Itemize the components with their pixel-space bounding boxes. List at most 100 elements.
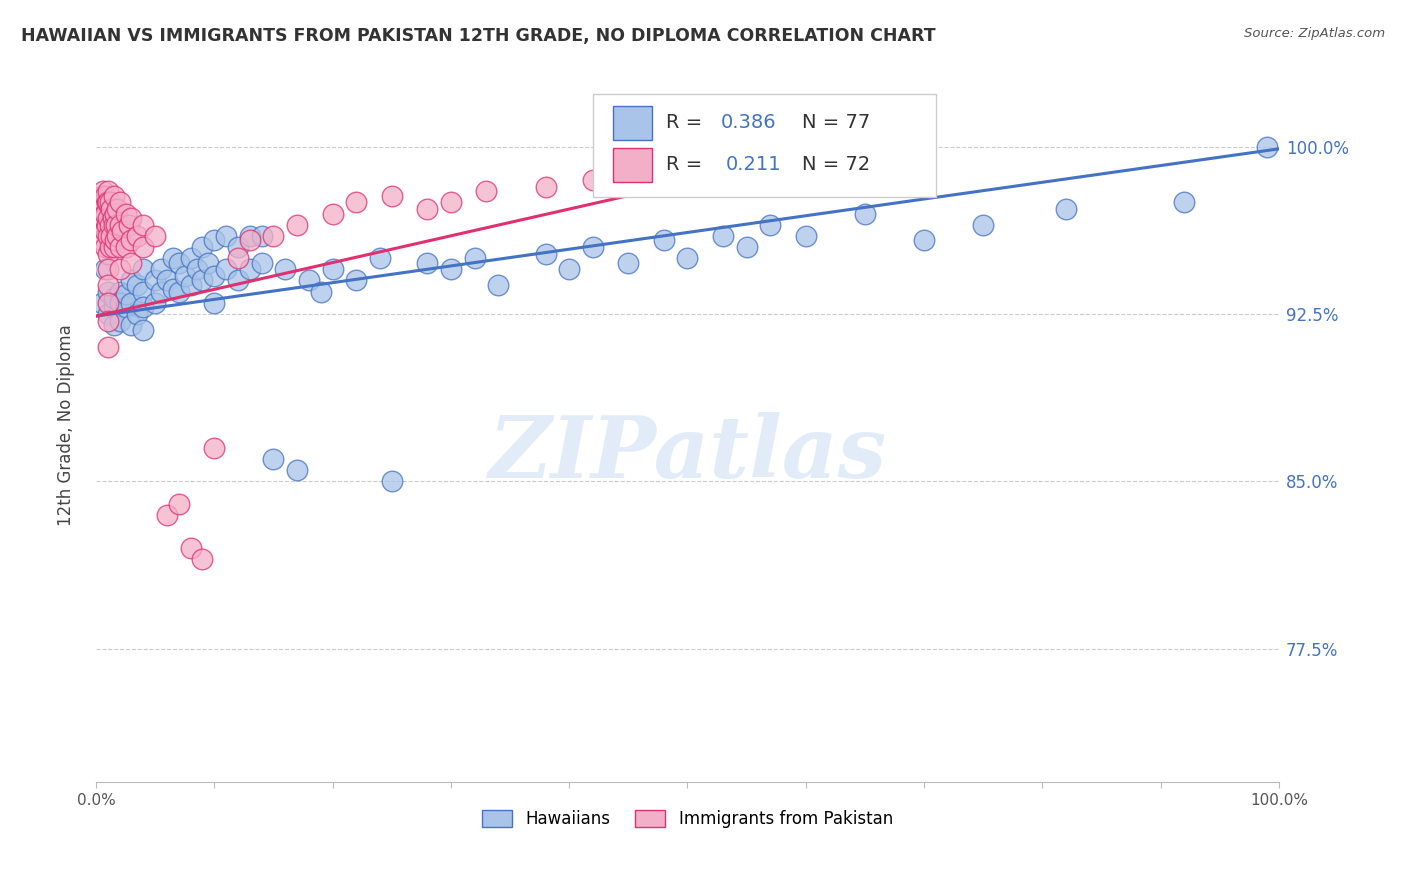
Point bbox=[676, 251, 699, 265]
Point bbox=[416, 255, 439, 269]
Legend: Hawaiians, Immigrants from Pakistan: Hawaiians, Immigrants from Pakistan bbox=[475, 803, 900, 835]
Point bbox=[285, 463, 308, 477]
Point bbox=[534, 246, 557, 260]
Point bbox=[105, 202, 128, 216]
Point bbox=[250, 228, 273, 243]
Point bbox=[180, 541, 202, 555]
Point bbox=[98, 195, 121, 210]
Point bbox=[191, 273, 214, 287]
Point bbox=[97, 295, 120, 310]
Point bbox=[534, 179, 557, 194]
Point bbox=[108, 313, 131, 327]
Point bbox=[143, 273, 166, 287]
Point bbox=[156, 273, 179, 287]
Point bbox=[97, 211, 120, 225]
Point bbox=[121, 211, 143, 225]
Point bbox=[97, 307, 120, 321]
Point bbox=[108, 240, 131, 254]
Point bbox=[100, 202, 122, 216]
Point bbox=[381, 474, 404, 488]
Point bbox=[97, 313, 120, 327]
Point bbox=[274, 262, 297, 277]
Point bbox=[215, 228, 238, 243]
Point bbox=[440, 195, 463, 210]
Point bbox=[1054, 202, 1077, 216]
Point bbox=[285, 218, 308, 232]
Text: R =: R = bbox=[666, 113, 709, 132]
Point bbox=[105, 228, 128, 243]
Point bbox=[202, 268, 225, 283]
Point bbox=[94, 206, 117, 220]
Point bbox=[101, 211, 124, 225]
Point bbox=[191, 552, 214, 566]
Point bbox=[239, 228, 262, 243]
Point bbox=[132, 322, 155, 336]
Point bbox=[104, 206, 127, 220]
Point bbox=[202, 295, 225, 310]
Point bbox=[97, 228, 120, 243]
Point bbox=[262, 451, 284, 466]
Point bbox=[103, 188, 125, 202]
Point bbox=[582, 173, 605, 187]
Point bbox=[167, 285, 190, 299]
Point bbox=[215, 262, 238, 277]
Y-axis label: 12th Grade, No Diploma: 12th Grade, No Diploma bbox=[58, 325, 75, 526]
Point bbox=[114, 286, 136, 301]
Point bbox=[180, 251, 202, 265]
FancyBboxPatch shape bbox=[613, 105, 652, 140]
Point bbox=[94, 240, 117, 254]
Point bbox=[440, 262, 463, 277]
Text: N = 72: N = 72 bbox=[803, 155, 870, 175]
Point bbox=[96, 195, 118, 210]
Point bbox=[143, 295, 166, 310]
Point bbox=[191, 240, 214, 254]
Point bbox=[96, 218, 118, 232]
Point bbox=[90, 218, 112, 232]
Point bbox=[97, 195, 120, 210]
Point bbox=[368, 251, 391, 265]
Point bbox=[90, 188, 112, 202]
Point bbox=[239, 262, 262, 277]
Point bbox=[167, 496, 190, 510]
Point bbox=[486, 277, 509, 292]
Point bbox=[344, 195, 367, 210]
Point bbox=[202, 441, 225, 455]
Point bbox=[97, 246, 120, 260]
Point bbox=[416, 202, 439, 216]
Point bbox=[156, 508, 179, 522]
Point bbox=[98, 240, 121, 254]
Text: N = 77: N = 77 bbox=[803, 113, 870, 132]
Point bbox=[121, 318, 143, 332]
Point bbox=[202, 233, 225, 247]
Point bbox=[89, 218, 111, 232]
Point bbox=[322, 206, 344, 220]
Point bbox=[87, 206, 110, 220]
Point bbox=[582, 240, 605, 254]
Point bbox=[93, 211, 115, 225]
Point bbox=[90, 202, 112, 216]
Point bbox=[558, 262, 581, 277]
Text: R =: R = bbox=[666, 155, 714, 175]
Point bbox=[1173, 195, 1195, 210]
Point bbox=[103, 300, 125, 314]
Point bbox=[759, 218, 782, 232]
Point bbox=[118, 218, 141, 232]
Point bbox=[97, 262, 120, 277]
Text: 0.211: 0.211 bbox=[725, 155, 780, 175]
Point bbox=[98, 218, 121, 232]
Point bbox=[103, 240, 125, 254]
Point bbox=[97, 277, 120, 292]
Point bbox=[711, 228, 734, 243]
Point bbox=[322, 262, 344, 277]
Point bbox=[617, 255, 640, 269]
Point bbox=[103, 291, 125, 305]
Point bbox=[262, 228, 284, 243]
Point bbox=[114, 206, 136, 220]
Point bbox=[735, 240, 758, 254]
Point bbox=[250, 255, 273, 269]
Point bbox=[114, 240, 136, 254]
Point bbox=[309, 285, 332, 299]
Point bbox=[150, 262, 173, 277]
Point bbox=[143, 228, 166, 243]
Point bbox=[121, 255, 143, 269]
